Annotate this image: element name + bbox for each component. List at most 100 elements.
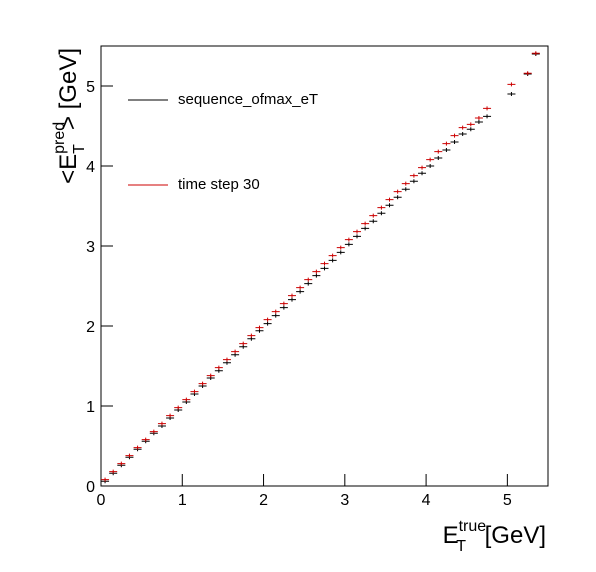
profile-point [279, 305, 288, 310]
profile-point [271, 313, 280, 318]
profile-point [369, 219, 378, 224]
y-tick-label: 2 [86, 319, 95, 336]
profile-point [320, 261, 329, 266]
profile-point [531, 51, 540, 56]
legend-label: sequence_ofmax_eT [178, 91, 318, 108]
x-tick-label: 3 [340, 492, 349, 509]
profile-point [369, 213, 378, 218]
y-axis-label: <Epred T > [GeV] [51, 48, 88, 184]
profile-point [133, 445, 142, 450]
profile-point [117, 461, 126, 466]
profile-point [442, 148, 451, 152]
frame [100, 45, 549, 487]
profile-point [409, 173, 418, 178]
profile-point [336, 250, 345, 255]
profile-point [320, 266, 329, 271]
profile-point [312, 273, 321, 278]
profile-point [206, 373, 215, 378]
profile-point [125, 453, 134, 458]
profile-point [263, 321, 272, 326]
profile-point [523, 71, 532, 76]
x-tick-label: 0 [97, 492, 106, 509]
y-tick-label: 1 [86, 399, 95, 416]
y-label-sub: T [71, 144, 88, 154]
profile-point [385, 203, 394, 208]
profile-point [418, 165, 427, 170]
profile-point [304, 281, 313, 286]
legend-label: time step 30 [178, 176, 260, 193]
profile-point [483, 106, 492, 111]
x-label-main: E [443, 522, 459, 549]
profile-point [222, 357, 231, 362]
profile-point [434, 149, 443, 154]
profile-point [442, 141, 451, 146]
profile-point [312, 269, 321, 274]
x-label-sup: true [459, 518, 487, 535]
profile-point [231, 349, 240, 354]
profile-point [377, 211, 386, 216]
profile-point [182, 397, 191, 402]
profile-point [279, 301, 288, 306]
profile-point [157, 421, 166, 426]
profile-point [393, 195, 402, 200]
profile-point [287, 297, 296, 302]
y-tick-label: 3 [86, 239, 95, 256]
profile-point [458, 132, 467, 136]
profile-point [426, 157, 435, 162]
profile-point [377, 205, 386, 210]
profile-point [304, 277, 313, 282]
profile-point [507, 92, 516, 96]
profile-point [450, 133, 459, 138]
profile-point [239, 341, 248, 346]
x-tick-label: 2 [259, 492, 268, 509]
profile-point [255, 325, 264, 330]
y-tick-label: 4 [86, 159, 95, 176]
profile-point [198, 381, 207, 386]
y-label-sup: pred [51, 122, 68, 154]
profile-point [507, 82, 516, 87]
profile-point [141, 437, 150, 442]
profile-point [361, 226, 370, 231]
profile-point [328, 258, 337, 263]
y-label-main: <E [55, 154, 82, 184]
profile-point [450, 140, 459, 144]
profile-point [466, 122, 475, 127]
profile-point [336, 245, 345, 250]
x-tick-label: 5 [503, 492, 512, 509]
profile-point [474, 120, 483, 124]
profile-point [247, 333, 256, 338]
profile-point [101, 477, 110, 482]
x-axis-label: Etrue T [GeV] [443, 518, 546, 555]
x-tick-label: 1 [178, 492, 187, 509]
profile-point [458, 125, 467, 130]
profile-point [263, 317, 272, 322]
profile-point [426, 164, 435, 168]
y-tick-label: 0 [86, 479, 95, 496]
profile-point [296, 285, 305, 290]
profile-point [328, 253, 337, 258]
profile-point [434, 156, 443, 160]
profile-point [393, 189, 402, 194]
profile-point [418, 171, 427, 176]
profile-point [401, 181, 410, 186]
profile-point [483, 114, 492, 119]
profile-point [109, 469, 118, 474]
profile-point [344, 237, 353, 242]
profile-point [474, 116, 483, 120]
y-tick-label: 5 [86, 79, 95, 96]
profile-point [361, 221, 370, 226]
profile-point [409, 179, 418, 184]
profile-point [149, 429, 158, 434]
profile-point [287, 293, 296, 298]
profile-point [353, 229, 362, 234]
profile-point [166, 413, 175, 418]
x-tick-label: 4 [422, 492, 431, 509]
x-label-sub: T [456, 538, 466, 555]
x-label-rest: [GeV] [478, 522, 546, 549]
profile-point [344, 242, 353, 247]
profile-point [466, 127, 475, 132]
profile-point [401, 187, 410, 192]
profile-point [296, 289, 305, 294]
